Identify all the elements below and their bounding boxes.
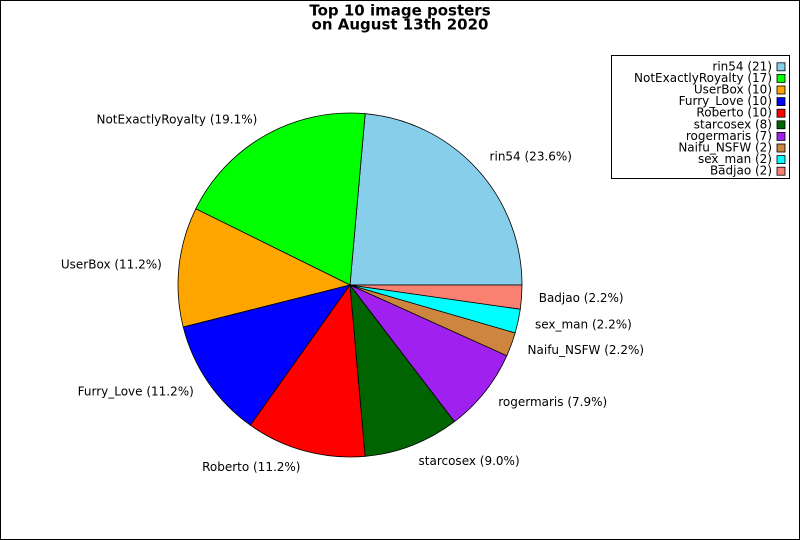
legend-swatch xyxy=(776,62,786,72)
legend-swatch xyxy=(776,108,786,118)
slice-label: sex_man (2.2%) xyxy=(535,317,632,331)
legend-label: NotExactlyRoyalty (17) xyxy=(634,71,772,85)
chart-title: on August 13th 2020 xyxy=(312,16,489,34)
legend-swatch xyxy=(776,120,786,130)
legend-label: UserBox (10) xyxy=(694,83,772,97)
pie-slice xyxy=(349,284,523,310)
legend-swatch xyxy=(776,155,786,165)
pie-slice xyxy=(177,208,352,328)
pie-slice xyxy=(349,113,523,286)
legend-label: rogermaris (7) xyxy=(686,129,772,143)
slice-label: Badjao (2.2%) xyxy=(539,291,624,305)
legend-label: starcosex (8) xyxy=(694,117,772,131)
legend-swatch xyxy=(776,166,786,176)
slice-label: Naifu_NSFW (2.2%) xyxy=(528,343,645,357)
legend-label: Furry_Love (10) xyxy=(679,94,772,108)
legend-label: Badjao (2) xyxy=(710,164,772,178)
pie-slice xyxy=(195,112,366,286)
legend-swatch xyxy=(776,97,786,106)
chart-title: Top 10 image posters xyxy=(309,2,490,20)
slice-label: starcosex (9.0%) xyxy=(419,454,520,468)
legend-box xyxy=(611,55,790,179)
pie-slice xyxy=(182,284,351,426)
slice-label: Roberto (11.2%) xyxy=(202,460,300,474)
legend-label: Naifu_NSFW (2) xyxy=(678,141,772,155)
pie-slice xyxy=(249,283,366,458)
legend-swatch xyxy=(776,143,786,153)
slice-label: Furry_Love (11.2%) xyxy=(78,384,194,398)
legend-label: Roberto (10) xyxy=(696,106,772,120)
legend-swatch xyxy=(776,74,786,83)
pie-slice xyxy=(349,283,456,457)
slice-label: NotExactlyRoyalty (19.1%) xyxy=(96,113,257,127)
legend-swatch xyxy=(776,131,786,141)
slice-label: rin54 (23.6%) xyxy=(490,150,572,164)
legend-label: rin54 (21) xyxy=(712,59,772,73)
legend-label: sex_man (2) xyxy=(698,152,772,166)
slice-label: rogermaris (7.9%) xyxy=(498,395,607,409)
slice-label: UserBox (11.2%) xyxy=(61,258,162,272)
legend-swatch xyxy=(776,85,786,95)
